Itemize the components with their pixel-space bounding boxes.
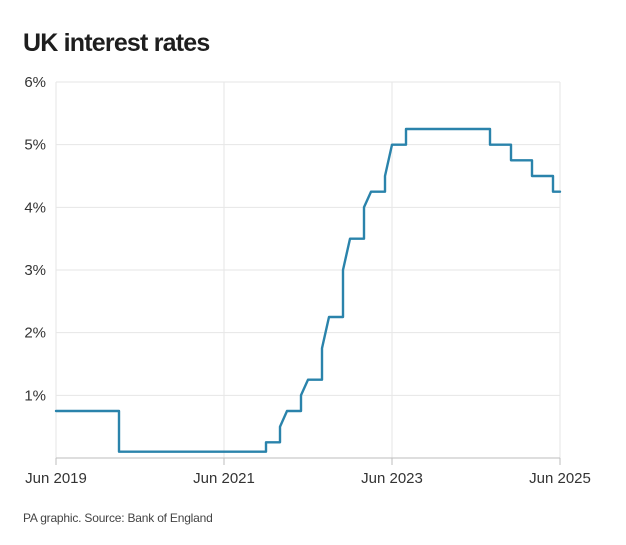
- series-group: [54, 127, 562, 453]
- x-tick-label: Jun 2021: [193, 470, 255, 487]
- grid-lines: [55, 81, 561, 459]
- y-tick-label: 3%: [24, 262, 46, 279]
- x-tick-label: Jun 2023: [361, 470, 423, 487]
- x-tick-label: Jun 2025: [529, 470, 591, 487]
- x-axis-ticks: Jun 2019 Jun 2021 Jun 2023 Jun 2025: [25, 458, 591, 487]
- line-chart: 1%2%3%4%5%6% Jun 2019 Jun 2021 Jun 2023 Jun…: [24, 74, 591, 487]
- y-tick-label: 6%: [24, 74, 46, 91]
- y-tick-label: 2%: [24, 325, 46, 342]
- y-tick-label: 4%: [24, 199, 46, 216]
- y-axis-ticks: 1% 2% 3% 4% 5% 6%: [24, 74, 46, 404]
- source-note: PA graphic. Source: Bank of England: [23, 511, 213, 525]
- chart-title: UK interest rates: [23, 29, 210, 57]
- x-tick-label: Jun 2019: [25, 470, 87, 487]
- y-tick-label: 5%: [24, 137, 46, 154]
- y-tick-label: 1%: [24, 387, 46, 404]
- series-line: [54, 127, 562, 453]
